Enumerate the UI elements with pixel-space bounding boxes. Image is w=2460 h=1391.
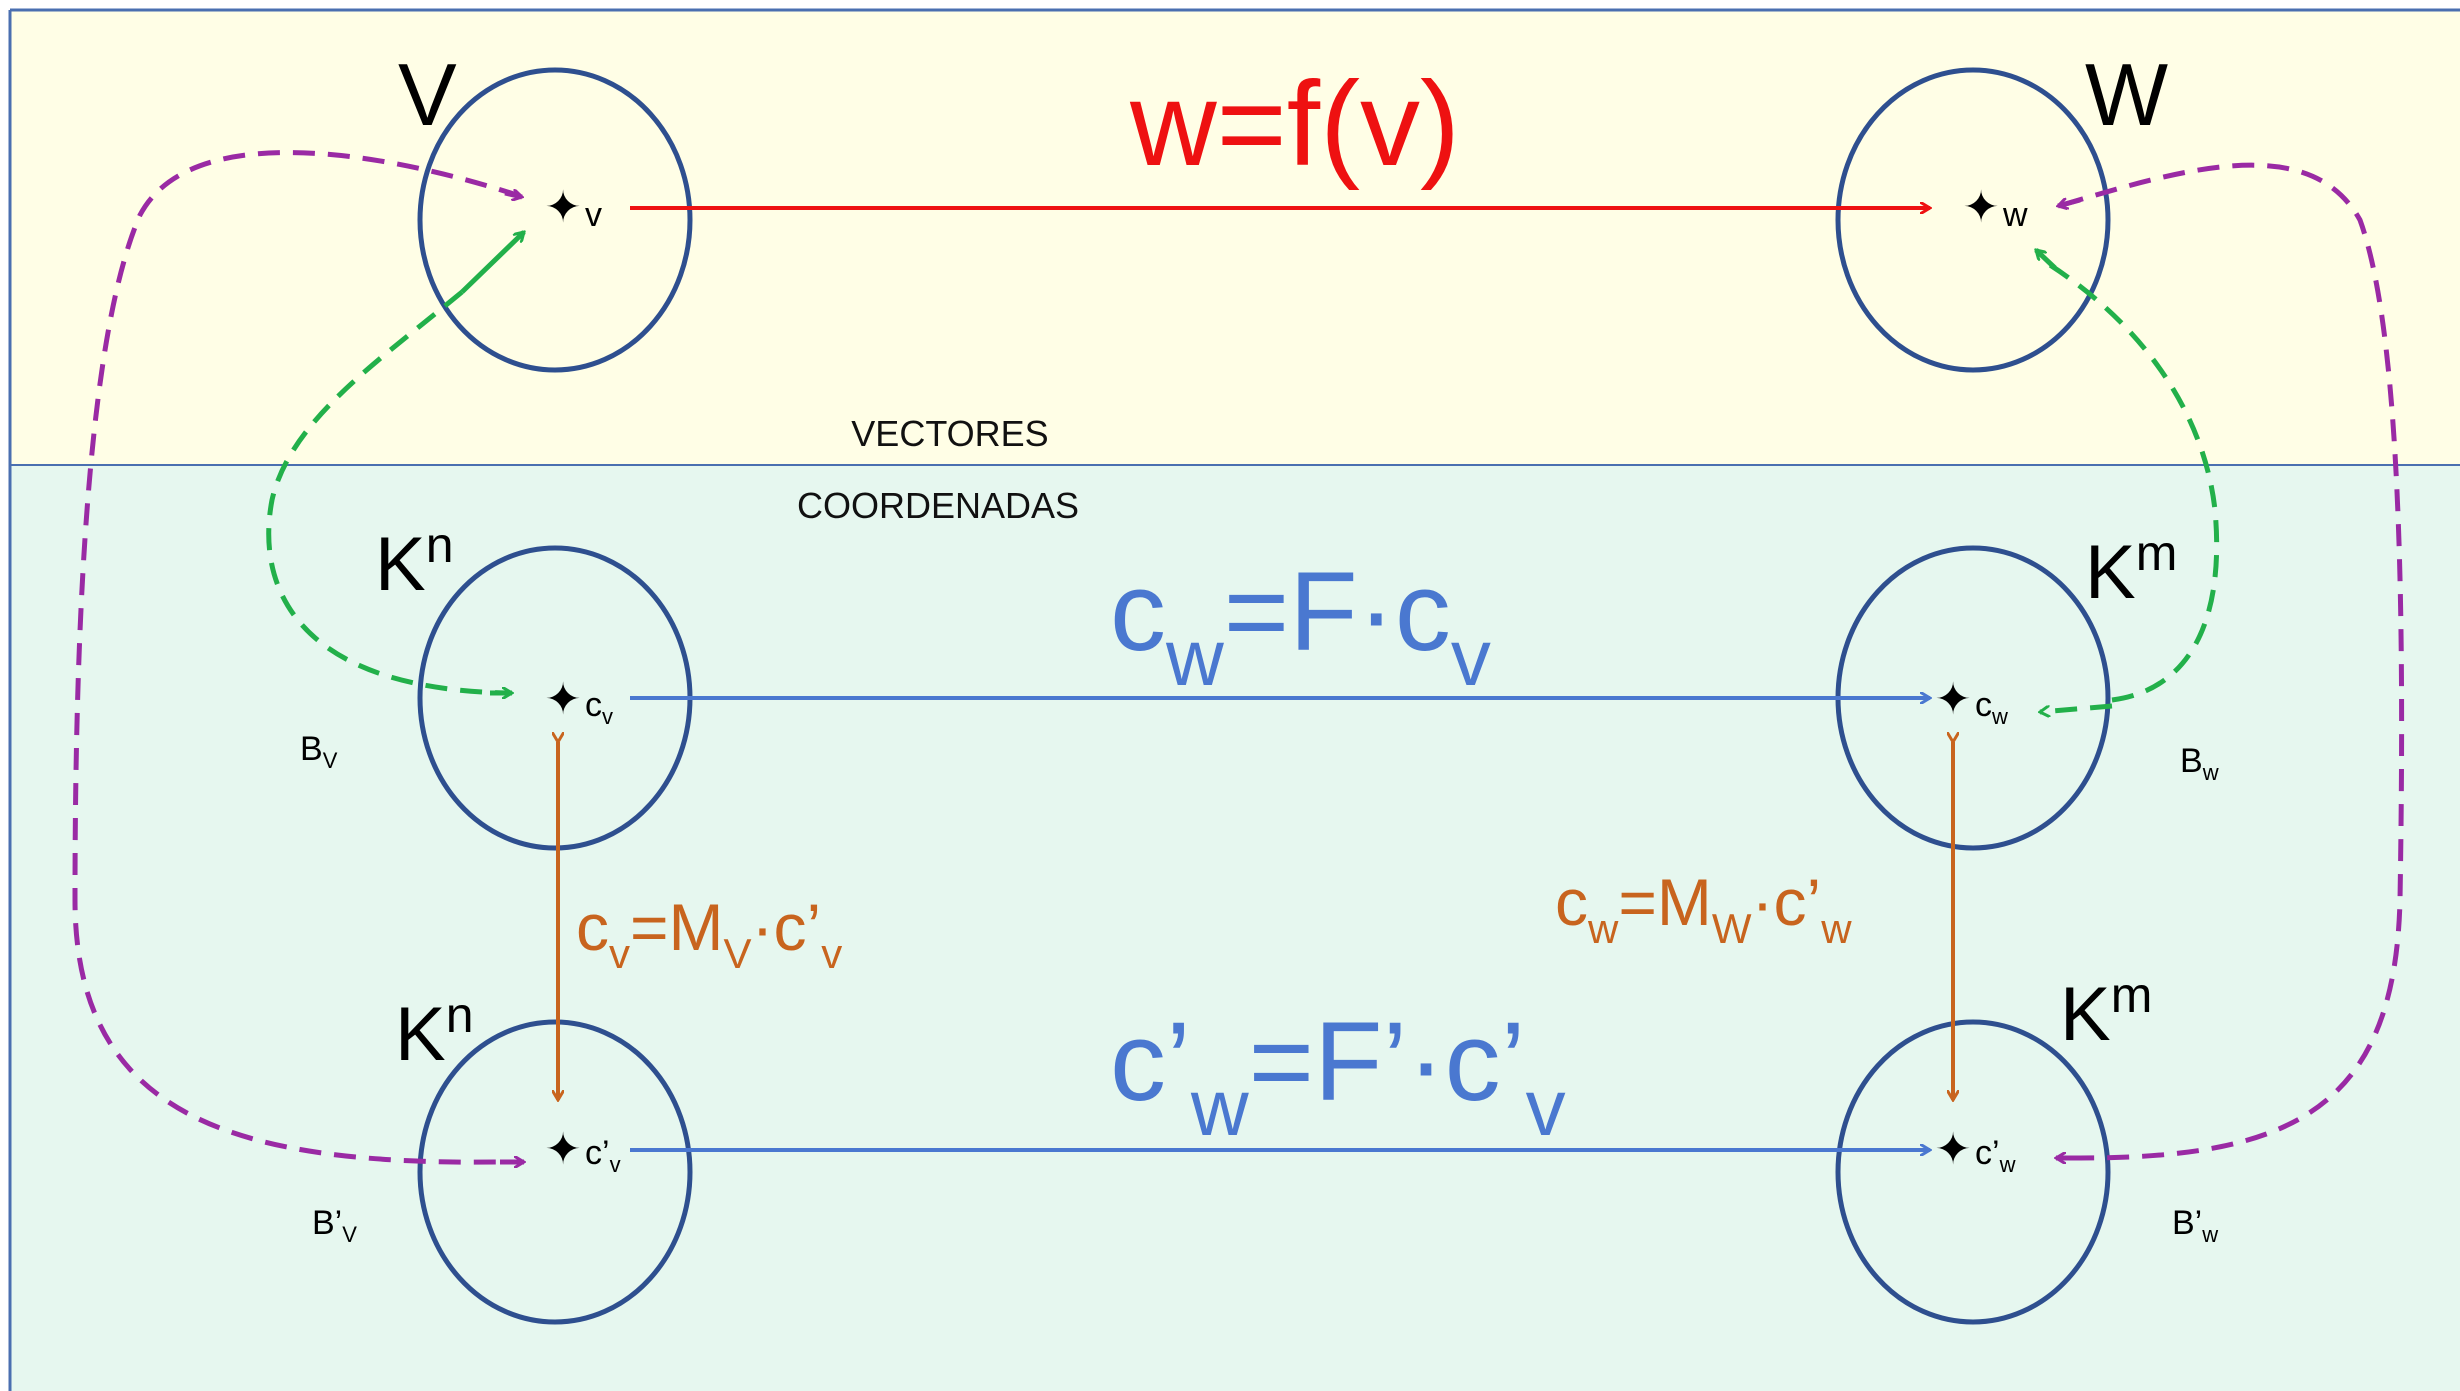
- point-marker-cv: ✦: [545, 675, 582, 724]
- arrow-purple-left: [72, 150, 521, 1165]
- arrow-purple-right-w-head: [2058, 200, 2081, 206]
- equation-f: w=f(v): [1129, 57, 1460, 191]
- space-Km-circle-2: [1835, 1019, 2111, 1325]
- point-label-cw: cw: [1975, 686, 2008, 729]
- equation-F-prime: c’w=F’·c’v: [1110, 999, 1566, 1152]
- basis-label-Bpv: B’V: [312, 1204, 357, 1247]
- space-W-circle: [1835, 67, 2111, 373]
- point-label-cpv: c’v: [585, 1134, 621, 1177]
- equation-F: cw=F·cv: [1110, 549, 1491, 702]
- basis-label-Bpw: B’w: [2172, 1204, 2218, 1247]
- point-label-v: v: [585, 196, 602, 234]
- section-label-coordenadas: COORDENADAS: [797, 485, 1079, 526]
- space-label-Km-1: Km: [2085, 525, 2177, 615]
- arrow-purple-left-v-head: [504, 193, 522, 197]
- basis-label-Bw: Bw: [2180, 742, 2219, 785]
- arrow-green-Bv-v: [460, 232, 524, 294]
- arrow-purple-right: [2061, 162, 2405, 1161]
- vectors-section-bg: [10, 10, 2460, 465]
- point-marker-cpv: ✦: [545, 1125, 582, 1174]
- space-label-Km-2: Km: [2060, 967, 2152, 1057]
- section-label-vectores: VECTORES: [851, 413, 1048, 454]
- point-label-w: w: [2002, 196, 2028, 234]
- arrow-green-Bw-w-head: [2036, 250, 2057, 270]
- space-label-V: V: [398, 45, 457, 144]
- point-label-cpw: c’w: [1975, 1134, 2016, 1177]
- point-marker-w: ✦: [1963, 183, 2000, 232]
- space-label-W: W: [2085, 45, 2168, 144]
- point-label-cv: cv: [585, 686, 613, 729]
- equation-Mw: cw=MW·c’w: [1555, 865, 1852, 952]
- space-label-Kn-2: Kn: [395, 987, 474, 1077]
- space-label-Kn-1: Kn: [375, 517, 454, 607]
- space-V-circle: [417, 67, 693, 373]
- basis-label-Bv: BV: [300, 730, 338, 773]
- coordinates-section-bg: [10, 465, 2460, 1391]
- point-marker-cpw: ✦: [1935, 1125, 1972, 1174]
- equation-Mv: cv=MV·c’v: [576, 890, 842, 977]
- point-marker-v: ✦: [545, 183, 582, 232]
- arrow-green-Bv-cv: [266, 290, 511, 696]
- arrow-green-Bw-cw-head: [2040, 703, 2113, 712]
- point-marker-cw: ✦: [1935, 675, 1972, 724]
